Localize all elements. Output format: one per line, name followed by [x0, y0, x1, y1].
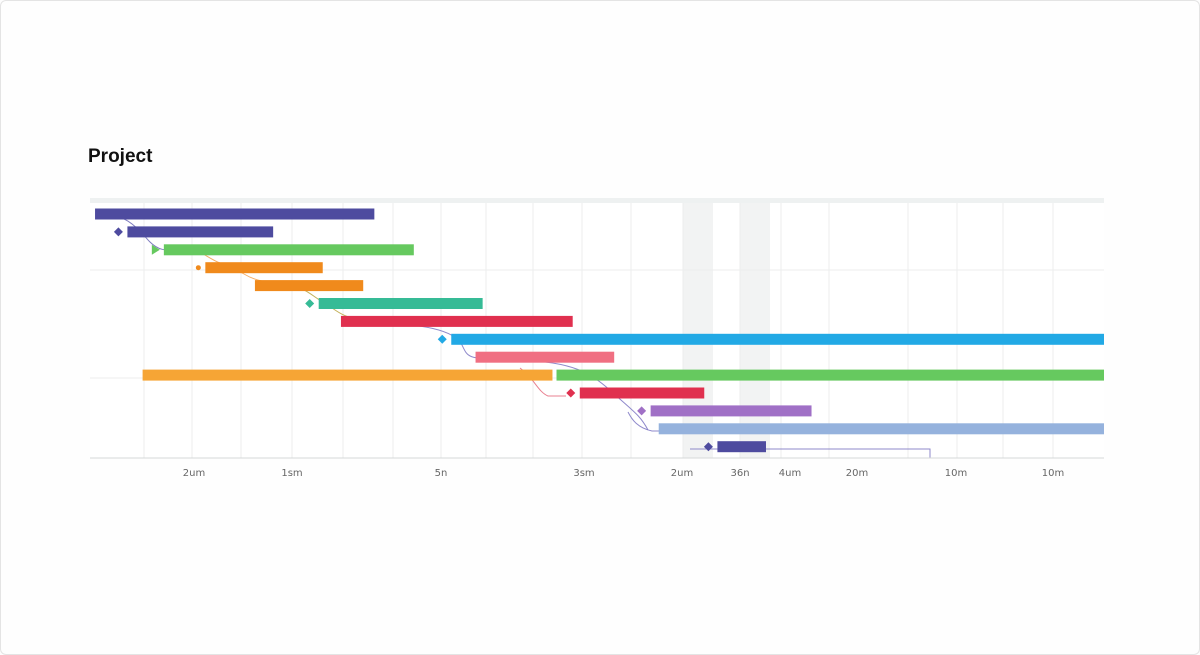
milestone-diamond-icon [637, 406, 647, 416]
dependency-line [690, 448, 931, 458]
milestone-triangle-icon [151, 244, 160, 255]
milestone-diamond-icon [437, 334, 447, 344]
milestone-markers [113, 227, 713, 452]
task-bar [127, 226, 274, 238]
chart-title: Project [88, 146, 153, 167]
task-bar [658, 423, 1104, 435]
x-tick-label: 10m [1042, 468, 1064, 479]
task-bar [579, 387, 705, 399]
task-bar [95, 208, 375, 220]
x-tick-label: 5n [435, 468, 448, 479]
task-bar [451, 333, 1104, 345]
x-axis-ticks: 2um 1sm 5n 3sm 2um 36n 4um 20m 10m 10m [183, 468, 1064, 479]
task-bar [650, 405, 812, 417]
x-tick-label: 3sm [573, 468, 594, 479]
task-bar [142, 369, 553, 381]
task-bars [95, 208, 1104, 453]
milestone-diamond-icon [703, 442, 713, 452]
task-bar [556, 369, 1104, 381]
task-bar [475, 351, 615, 363]
x-tick-label: 2um [671, 468, 693, 479]
dependency-line [627, 411, 748, 432]
milestone-diamond-icon [305, 299, 315, 308]
x-tick-label: 4um [779, 468, 801, 479]
milestone-diamond-icon [113, 227, 123, 237]
milestone-dot-icon [195, 265, 201, 271]
task-bar [254, 280, 364, 292]
task-bar [318, 298, 483, 309]
x-tick-label: 36n [730, 468, 749, 479]
x-tick-label: 20m [846, 468, 868, 479]
task-bar [340, 315, 573, 327]
x-tick-label: 1sm [281, 468, 302, 479]
task-bar [163, 244, 414, 256]
task-bar [205, 262, 323, 274]
task-bar [717, 441, 766, 453]
x-tick-label: 10m [945, 468, 967, 479]
milestone-diamond-icon [566, 388, 576, 398]
x-tick-label: 2um [183, 468, 205, 479]
